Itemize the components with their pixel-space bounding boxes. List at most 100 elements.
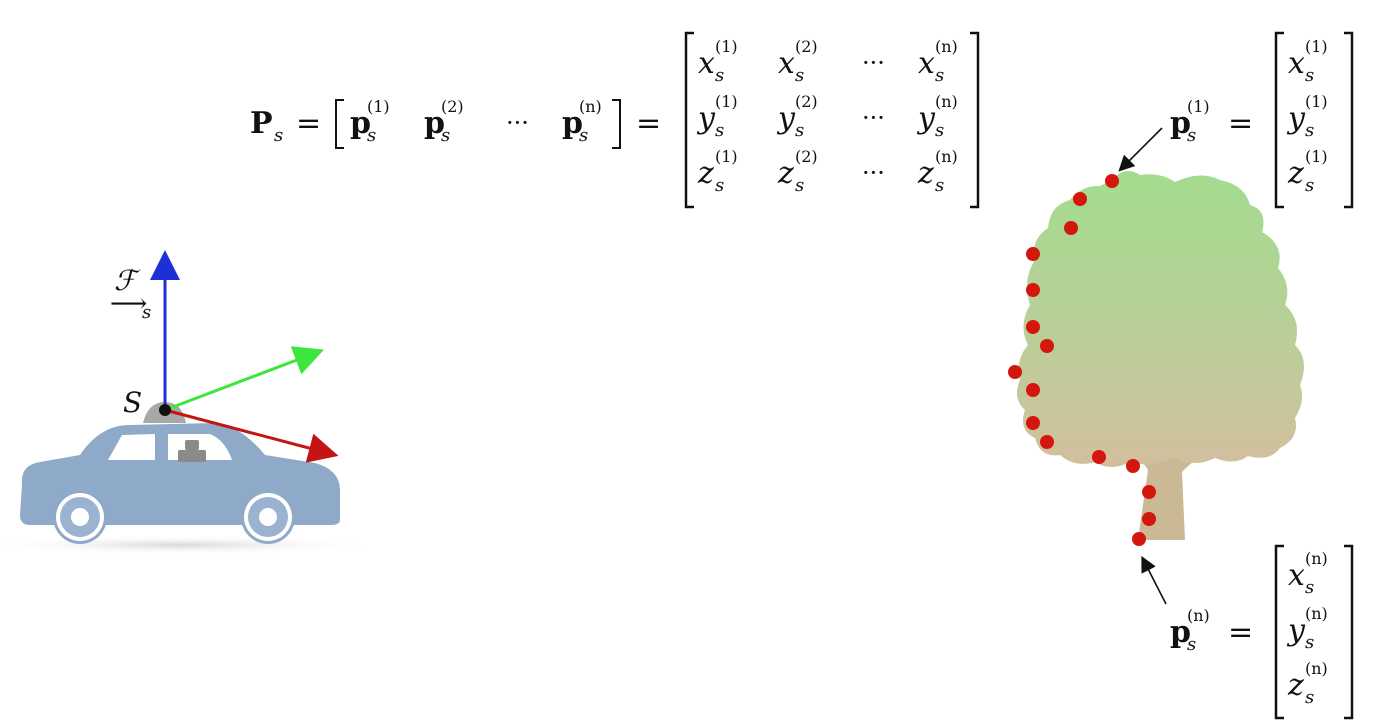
matrix-cell: x s (n) [1288,549,1328,598]
cell-superscript: (n) [1305,549,1328,568]
pointer-arrow-last [1141,555,1167,605]
row-left-bracket [335,99,344,149]
cell-superscript: (n) [1305,659,1328,678]
cell-symbol: y [1286,101,1306,136]
cell-superscript: (n) [935,92,958,111]
matrix-cell: z s (n) [1287,659,1328,708]
cell-ellipsis: ··· [862,159,885,187]
matrix-cell: ··· [862,159,885,187]
pointer-arrow-first [1118,127,1163,172]
equals-sign: = [296,106,321,141]
equals-sign-2: = [636,106,661,141]
axis-forward-arrow [164,346,325,412]
svg-text:=: = [1228,106,1253,141]
cell-symbol: x [1288,558,1305,593]
cell-superscript: (1) [715,147,738,166]
vector-left-bracket [1274,544,1284,720]
cell-subscript: s [1305,175,1314,196]
main-equation: P s = p s (1) p s (2) ··· p s (n) = x s(1… [250,31,980,209]
svg-text:s: s [441,125,450,146]
matrix-cell: x s (1) [698,37,738,86]
matrix-cell: z s (1) [1287,147,1328,196]
lhs-symbol: P [250,106,273,141]
cell-symbol: z [917,156,934,191]
tree-illustration [1016,171,1304,540]
point-first-equation: p s (1) = x s(1)y s(1)z s(1) [1170,31,1354,209]
lidar-point [1064,221,1078,235]
sensor-frame-axes: S ℱ ⟶ s [110,250,339,463]
svg-text:s: s [367,125,376,146]
cell-subscript: s [1305,577,1314,598]
lidar-point [1126,459,1140,473]
cell-subscript: s [935,65,944,86]
svg-text:s: s [1187,125,1196,146]
cell-superscript: (2) [795,92,818,111]
matrix-cell: x s (2) [778,37,818,86]
svg-text:p: p [1170,615,1191,650]
lidar-point [1026,247,1040,261]
cell-symbol: z [1287,156,1304,191]
svg-text:p: p [350,106,371,141]
lidar-point [1026,416,1040,430]
matrix-left-bracket [684,31,694,209]
row-entry: p s (2) [424,97,464,146]
cell-ellipsis: ··· [862,49,885,77]
matrix-right-bracket [970,31,980,209]
lidar-point [1026,320,1040,334]
cell-superscript: (1) [1305,92,1328,111]
cell-symbol: x [1288,46,1305,81]
svg-text:=: = [1228,615,1253,650]
svg-text:(1): (1) [367,97,390,116]
point-cloud [1008,174,1156,546]
svg-text:s: s [1187,634,1196,655]
lidar-point [1092,450,1106,464]
cell-subscript: s [795,65,804,86]
car-illustration [0,402,380,555]
cell-superscript: (1) [1305,147,1328,166]
svg-text:(n): (n) [1187,606,1210,625]
row-ellipsis: ··· [506,109,529,137]
matrix-cell: z s (n) [917,147,958,196]
origin-label: S [123,386,142,419]
cell-subscript: s [715,65,724,86]
car-shadow [0,535,380,555]
matrix-cell: y s (1) [1286,92,1328,141]
frame-arrow: ⟶ [110,289,147,319]
cell-superscript: (n) [935,37,958,56]
cell-superscript: (1) [715,37,738,56]
cell-superscript: (n) [1305,604,1328,623]
cell-symbol: y [776,101,796,136]
robot-icon [178,440,206,462]
row-right-bracket [612,99,621,149]
svg-text:(1): (1) [1187,97,1210,116]
point-last-equation: p s (n) = x s(n)y s(n)z s(n) [1170,544,1354,720]
cell-superscript: (1) [1305,37,1328,56]
lidar-point [1132,532,1146,546]
cell-symbol: y [1286,613,1306,648]
lidar-point [1142,485,1156,499]
cell-subscript: s [715,175,724,196]
matrix-cell: ··· [862,104,885,132]
matrix-cell: x s (n) [918,37,958,86]
lidar-point [1026,283,1040,297]
svg-text:(n): (n) [579,97,602,116]
lidar-point [1040,435,1054,449]
cell-ellipsis: ··· [862,104,885,132]
svg-text:s: s [579,125,588,146]
frame-origin [159,404,171,416]
matrix-cell: x s (1) [1288,37,1328,86]
cell-symbol: y [696,101,716,136]
row-entry: p s (1) [350,97,390,146]
matrix-cell: y s (n) [1286,604,1328,653]
svg-text:p: p [1170,106,1191,141]
lidar-point [1026,383,1040,397]
cell-superscript: (n) [935,147,958,166]
cell-symbol: x [918,46,935,81]
svg-text:p: p [562,106,583,141]
vector-right-bracket [1344,544,1354,720]
cell-subscript: s [935,175,944,196]
cell-symbol: z [1287,668,1304,703]
cell-superscript: (2) [795,147,818,166]
lidar-point [1008,365,1022,379]
